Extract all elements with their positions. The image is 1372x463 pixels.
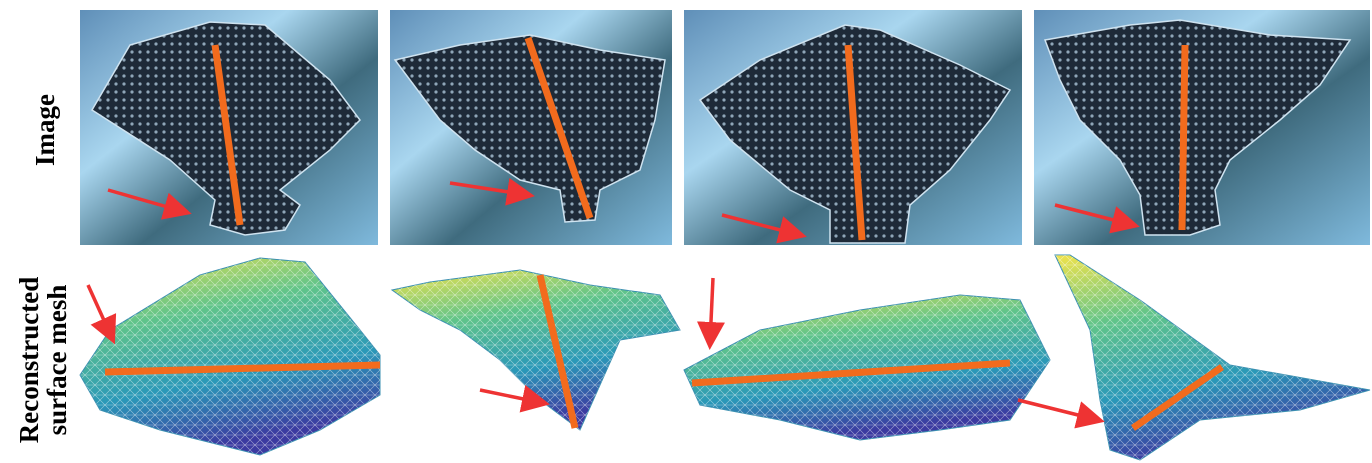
mesh-wireframe: [1055, 255, 1370, 460]
mesh-wireframe: [684, 295, 1050, 440]
arrow: [696, 277, 725, 350]
arrow: [86, 284, 117, 345]
mesh-wireframe: [80, 258, 380, 455]
ray-silhouette: [1043, 19, 1352, 236]
axis-line: [104, 361, 381, 376]
axis-line: [1131, 364, 1224, 431]
row-label: Image: [30, 94, 60, 166]
arrow: [449, 177, 535, 206]
arrow: [1017, 398, 1105, 429]
arrow: [479, 385, 550, 413]
axis-line: [844, 44, 866, 241]
mesh-wireframe: [392, 270, 680, 430]
axis-line: [211, 44, 244, 226]
arrow: [1054, 203, 1140, 234]
arrow: [721, 213, 807, 244]
arrow: [107, 188, 192, 220]
axis-line: [524, 36, 594, 220]
axis-line: [536, 274, 579, 429]
row-label: Reconstructed: [14, 277, 44, 443]
axis-line: [1178, 44, 1189, 231]
row-label: surface mesh: [42, 285, 72, 436]
ray-silhouette: [393, 34, 666, 223]
axis-line: [691, 359, 1011, 387]
